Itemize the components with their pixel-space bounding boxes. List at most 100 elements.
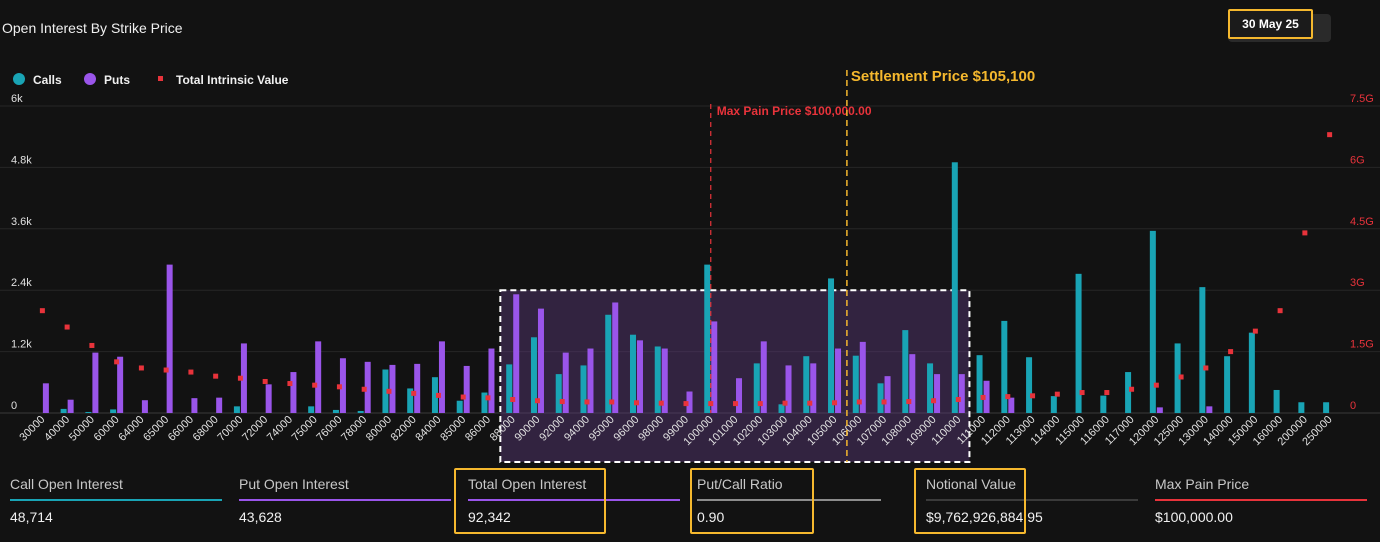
- call-bar: [332, 409, 339, 413]
- put-bar: [810, 363, 817, 413]
- call-bar: [1026, 357, 1033, 413]
- put-bar: [909, 354, 916, 413]
- intrinsic-value-point: [1129, 386, 1135, 392]
- stat-label: Put Open Interest: [239, 476, 349, 492]
- intrinsic-value-point: [559, 399, 565, 405]
- stat-underline: [239, 499, 451, 501]
- call-bar: [1323, 402, 1330, 413]
- put-bar: [389, 364, 396, 413]
- call-bar: [828, 278, 835, 413]
- put-bar: [661, 348, 668, 413]
- intrinsic-value-point: [435, 392, 441, 398]
- call-bar: [951, 162, 958, 413]
- call-bar: [778, 404, 785, 413]
- put-bar: [216, 397, 223, 413]
- put-bar: [1156, 407, 1163, 413]
- call-bar: [110, 409, 117, 413]
- intrinsic-value-point: [1302, 230, 1308, 236]
- put-bar: [884, 376, 891, 413]
- intrinsic-value-point: [138, 365, 144, 371]
- put-bar: [414, 363, 421, 413]
- intrinsic-value-point: [1252, 328, 1258, 334]
- intrinsic-value-point: [683, 401, 689, 407]
- put-bar: [736, 378, 743, 413]
- intrinsic-value-point: [906, 399, 912, 405]
- x-tick-label: 82000: [389, 414, 419, 444]
- intrinsic-value-point: [361, 386, 367, 392]
- call-bar: [1248, 332, 1255, 413]
- intrinsic-value-point: [1277, 308, 1283, 314]
- put-bar: [1008, 397, 1015, 413]
- intrinsic-value-point: [955, 396, 961, 402]
- call-bar: [308, 406, 315, 413]
- intrinsic-value-point: [1104, 390, 1110, 396]
- put-bar: [488, 348, 495, 413]
- intrinsic-value-point: [89, 342, 95, 348]
- call-bar: [431, 377, 438, 413]
- call-bar: [1075, 273, 1082, 413]
- intrinsic-value-point: [1054, 391, 1060, 397]
- stat-value: $9,762,926,884.95: [926, 509, 1043, 525]
- intrinsic-value-point: [510, 396, 516, 402]
- put-bar: [785, 365, 792, 413]
- expiry-date-button[interactable]: 30 May 25: [1228, 9, 1313, 39]
- call-bar: [629, 334, 636, 413]
- call-bar: [1001, 320, 1008, 413]
- put-bar: [513, 294, 520, 413]
- y-left-tick-label: 6k: [11, 93, 23, 105]
- x-tick-label: 70000: [215, 414, 245, 444]
- put-bar: [859, 341, 866, 413]
- intrinsic-value-point: [163, 367, 169, 373]
- intrinsic-value-point: [609, 399, 615, 405]
- intrinsic-value-point: [312, 382, 318, 388]
- put-bar: [835, 348, 842, 413]
- intrinsic-value-point: [1153, 382, 1159, 388]
- call-bar: [357, 410, 364, 413]
- y-right-tick-label: 6G: [1350, 154, 1365, 166]
- legend-marker-intrinsic: [158, 76, 163, 81]
- intrinsic-value-point: [1030, 393, 1036, 399]
- put-bar: [760, 341, 767, 413]
- stat-underline: [1155, 499, 1367, 501]
- call-bar: [1125, 372, 1132, 413]
- stats-row: Call Open Interest 48,714 Put Open Inter…: [0, 468, 1380, 542]
- stat-underline: [926, 499, 1138, 501]
- notional-value-highlight: [914, 468, 1026, 534]
- put-bar: [141, 400, 148, 413]
- x-tick-label: 76000: [314, 414, 344, 444]
- call-bar: [803, 356, 810, 413]
- y-right-tick-label: 0: [1350, 400, 1356, 412]
- intrinsic-value-point: [39, 308, 45, 314]
- put-call-ratio-highlight: [690, 468, 814, 534]
- settlement-label: Settlement Price $105,100: [851, 68, 1035, 85]
- x-tick-label: 50000: [67, 414, 97, 444]
- call-bar: [1050, 396, 1057, 413]
- intrinsic-value-point: [336, 384, 342, 390]
- intrinsic-value-point: [1228, 349, 1234, 355]
- x-tick-label: 64000: [116, 414, 146, 444]
- intrinsic-value-point: [1327, 132, 1333, 138]
- intrinsic-value-point: [411, 390, 417, 396]
- put-bar: [636, 340, 643, 413]
- put-bar: [934, 374, 941, 413]
- call-bar: [976, 355, 983, 413]
- intrinsic-value-point: [881, 399, 887, 405]
- intrinsic-value-point: [782, 400, 788, 406]
- call-bar: [927, 363, 934, 413]
- put-bar: [686, 391, 693, 413]
- stat-value: 48,714: [10, 509, 53, 525]
- call-bar: [1149, 230, 1156, 413]
- call-bar: [555, 374, 562, 413]
- call-bar: [1100, 395, 1107, 413]
- put-bar: [463, 365, 470, 413]
- put-bar: [117, 356, 124, 413]
- y-right-tick-label: 3G: [1350, 277, 1365, 289]
- intrinsic-value-point: [287, 381, 293, 387]
- put-bar: [67, 399, 74, 413]
- stat-value: $100,000.00: [1155, 509, 1233, 525]
- x-tick-label: 72000: [240, 414, 270, 444]
- x-tick-label: 74000: [265, 414, 295, 444]
- highlight-range-box: [499, 289, 971, 464]
- x-tick-label: 86000: [463, 414, 493, 444]
- put-bar: [438, 341, 445, 413]
